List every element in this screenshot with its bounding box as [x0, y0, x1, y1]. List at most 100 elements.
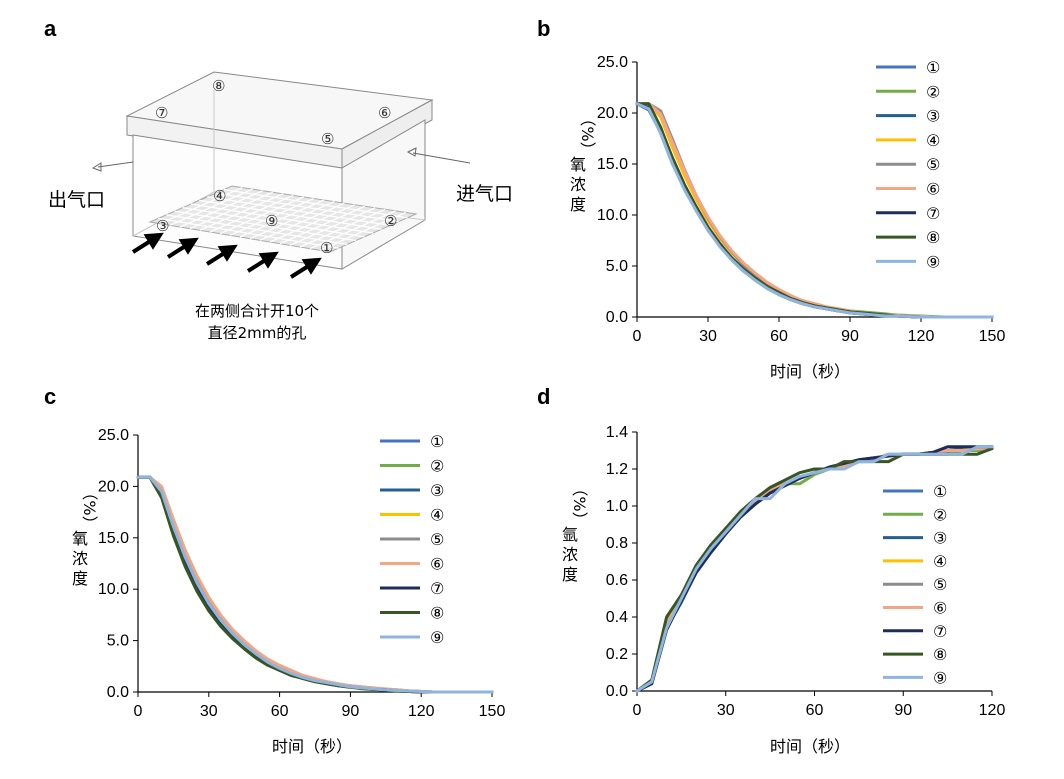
legend-label-8: ⑧ [933, 645, 947, 664]
x-axis-label: 时间（秒） [770, 362, 850, 381]
y-axis-label-char: 度 [562, 565, 578, 584]
tray-grid-line [207, 196, 391, 227]
y-tick-label: 25.0 [597, 54, 628, 71]
caption-line-1: 在两侧合计开10个 [195, 302, 319, 320]
legend-label-9: ⑨ [933, 668, 947, 687]
x-tick-label: 150 [479, 703, 506, 720]
tray-grid-line [223, 188, 408, 219]
y-axis-label: （%）氩浓度 [562, 480, 589, 584]
x-tick-label: 0 [633, 328, 642, 345]
legend-label-5: ⑤ [926, 155, 940, 174]
legend-label-3: ③ [926, 107, 940, 126]
y-axis-label-char: 浓 [72, 549, 88, 568]
point-label-8: ⑧ [212, 77, 225, 95]
caption-line-2: 直径2mm的孔 [208, 324, 307, 342]
tray-grid-line [158, 217, 339, 249]
y-axis-label-char: 度 [72, 569, 88, 588]
x-tick-label: 30 [699, 328, 717, 345]
x-tick-label: 60 [770, 328, 788, 345]
legend-label-2: ② [430, 457, 444, 476]
grid-tray [148, 185, 418, 253]
panel-b-letter: b [537, 16, 550, 41]
legend-label-6: ⑥ [926, 180, 940, 199]
legend-label-7: ⑦ [430, 579, 444, 598]
y-tick-label: 0.4 [606, 609, 628, 626]
point-label-9: ⑨ [265, 212, 278, 230]
y-tick-label: 20.0 [98, 478, 129, 495]
y-tick-label: 0.0 [606, 309, 628, 326]
y-tick-label: 0.0 [107, 684, 129, 701]
y-axis-label: （%）氧浓度 [570, 110, 597, 214]
y-axis-unit: （%） [80, 484, 99, 531]
y-axis-label-char: 氧 [72, 529, 88, 548]
tray-grid-line [166, 214, 348, 246]
legend-label-1: ① [926, 58, 940, 77]
y-tick-label: 25.0 [98, 427, 129, 444]
y-axis-label-char: 氧 [570, 155, 586, 174]
panel-c-letter: c [44, 384, 56, 409]
chart-panel-d: 0.0 0.2 0.4 0.6 0.8 1.0 1.2 1.4 0 30 60 90 120 时间（秒） （… [562, 424, 1005, 756]
legend: ① ② ③ ④ ⑤ ⑥ ⑦ ⑧ ⑨ [876, 58, 940, 271]
legend-label-5: ⑤ [430, 530, 444, 549]
series-line-9 [635, 102, 994, 319]
legend-label-7: ⑦ [933, 622, 947, 641]
x-tick-label: 120 [908, 328, 935, 345]
x-tick-label: 120 [979, 702, 1006, 719]
airflow-arrows [131, 232, 322, 279]
y-tick-label: 0.6 [606, 572, 628, 589]
legend-label-4: ④ [430, 506, 444, 525]
y-tick-label: 10.0 [98, 581, 129, 598]
y-tick-label: 20.0 [597, 105, 628, 122]
panel-a-letter: a [44, 16, 57, 41]
y-tick-label: 15.0 [98, 530, 129, 547]
legend-label-8: ⑧ [926, 228, 940, 247]
point-label-1: ① [320, 239, 333, 257]
legend-label-3: ③ [933, 529, 947, 548]
x-tick-label: 90 [841, 328, 859, 345]
legend-label-6: ⑥ [430, 555, 444, 574]
series-line-9 [635, 445, 994, 693]
x-tick-label: 90 [342, 703, 360, 720]
x-axis-label: 时间（秒） [770, 737, 850, 756]
x-tick-label: 120 [408, 703, 435, 720]
y-tick-label: 5.0 [107, 633, 129, 650]
y-tick-label: 0.8 [606, 535, 628, 552]
point-label-6: ⑥ [378, 104, 391, 122]
legend-label-3: ③ [430, 481, 444, 500]
legend: ① ② ③ ④ ⑤ ⑥ ⑦ ⑧ ⑨ [380, 432, 444, 647]
chart-panel-b: 0.0 5.0 10.0 15.0 20.0 25.0 0 30 60 90 120 150 时间（秒）… [570, 54, 1005, 381]
y-tick-label: 5.0 [606, 258, 628, 275]
legend-label-6: ⑥ [933, 599, 947, 618]
y-tick-label: 0.2 [606, 646, 628, 663]
legend-label-1: ① [933, 482, 947, 501]
y-axis-unit: （%） [570, 480, 589, 527]
y-axis-label-char: 氩 [562, 525, 578, 544]
x-axis-label: 时间（秒） [272, 737, 352, 756]
legend-label-2: ② [926, 82, 940, 101]
tray-grid-line [199, 199, 382, 230]
legend-label-1: ① [430, 432, 444, 451]
panel-a: a [44, 16, 513, 342]
legend-label-2: ② [933, 505, 947, 524]
y-tick-label: 1.0 [606, 498, 628, 515]
legend-label-9: ⑨ [430, 628, 444, 647]
y-axis-label-char: 度 [570, 195, 586, 214]
y-axis-label-char: 浓 [570, 175, 586, 194]
point-label-5: ⑤ [321, 130, 334, 148]
x-tick-label: 150 [979, 328, 1006, 345]
legend-label-7: ⑦ [926, 204, 940, 223]
chart-panel-c: 0.0 5.0 10.0 15.0 20.0 25.0 0 30 60 90 120 150 时间（秒）… [72, 427, 505, 756]
x-tick-label: 0 [633, 702, 642, 719]
y-axis-label-char: 浓 [562, 545, 578, 564]
inlet-label: 进气口 [456, 183, 513, 205]
x-tick-label: 0 [134, 703, 143, 720]
x-tick-label: 30 [717, 702, 735, 719]
outlet-label: 出气口 [48, 189, 105, 211]
y-tick-label: 15.0 [597, 156, 628, 173]
gas-flow-arrows [91, 147, 471, 172]
legend-label-8: ⑧ [430, 604, 444, 623]
legend: ① ② ③ ④ ⑤ ⑥ ⑦ ⑧ ⑨ [883, 482, 947, 687]
point-label-2: ② [384, 212, 397, 230]
legend-label-9: ⑨ [926, 252, 940, 271]
